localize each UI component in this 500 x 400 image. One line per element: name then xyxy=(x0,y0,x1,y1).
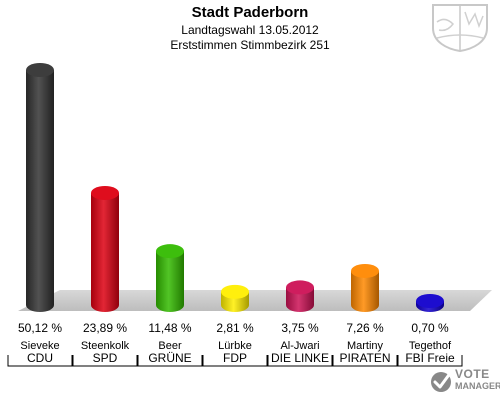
value-label: 50,12 % xyxy=(18,321,62,335)
value-label: 7,26 % xyxy=(346,321,384,335)
bar-top xyxy=(286,280,314,295)
party-label: GRÜNE xyxy=(148,351,191,365)
candidate-label: Tegethof xyxy=(409,340,452,352)
bar-body xyxy=(91,192,119,312)
bar-top xyxy=(91,185,119,200)
chart-title: Stadt Paderborn xyxy=(191,4,309,21)
bar-fdp xyxy=(221,284,249,312)
bars-group xyxy=(26,63,444,312)
party-label: FBI Freie xyxy=(405,351,455,365)
bar-top xyxy=(221,284,249,299)
label-bracket xyxy=(202,355,268,367)
party-label: FDP xyxy=(223,351,247,365)
candidate-label: Beer xyxy=(158,340,182,352)
party-label: DIE LINKE xyxy=(271,351,329,365)
candidate-label: Lürbke xyxy=(218,340,252,352)
vote-manager-watermark: VOTE MANAGER xyxy=(429,366,500,396)
bar-top xyxy=(26,63,54,77)
label-bracket xyxy=(332,355,398,367)
bar-fbi-freie xyxy=(416,294,444,312)
bar-grüne xyxy=(156,244,184,312)
label-bracket xyxy=(72,355,138,367)
candidate-label: Al-Jwari xyxy=(280,340,319,352)
bar-body xyxy=(286,287,314,312)
nrw-coat-of-arms-icon xyxy=(432,4,488,52)
chart-subtitle-election: Landtagswahl 13.05.2012 xyxy=(181,23,319,37)
candidate-label: Martiny xyxy=(347,340,384,352)
bar-die-linke xyxy=(286,280,314,312)
label-bracket xyxy=(267,355,333,367)
bar-top xyxy=(351,263,379,278)
label-bracket xyxy=(397,355,463,367)
vote-check-icon xyxy=(431,370,453,392)
bar-piraten xyxy=(351,263,379,312)
value-label: 3,75 % xyxy=(281,321,319,335)
party-label: SPD xyxy=(93,351,118,365)
bar-top xyxy=(416,294,444,308)
chart-subtitle-district: Erststimmen Stimmbezirk 251 xyxy=(170,38,330,52)
bar-body xyxy=(156,251,184,312)
bar-spd xyxy=(91,185,119,312)
candidate-label: Steenkolk xyxy=(81,340,130,352)
value-label: 2,81 % xyxy=(216,321,254,335)
bar-top xyxy=(156,244,184,259)
label-bracket xyxy=(7,355,73,367)
value-label: 11,48 % xyxy=(148,321,191,335)
watermark-vote: VOTE xyxy=(455,367,490,381)
value-label: 23,89 % xyxy=(83,321,127,335)
party-label: CDU xyxy=(27,351,53,365)
candidate-label: Sieveke xyxy=(20,340,59,352)
party-label: PIRATEN xyxy=(339,351,390,365)
watermark-manager: MANAGER xyxy=(455,381,500,391)
bar-cdu xyxy=(26,63,54,312)
bar-body xyxy=(351,270,379,312)
value-label: 0,70 % xyxy=(411,321,449,335)
bar-body xyxy=(26,70,54,312)
label-bracket xyxy=(137,355,203,367)
